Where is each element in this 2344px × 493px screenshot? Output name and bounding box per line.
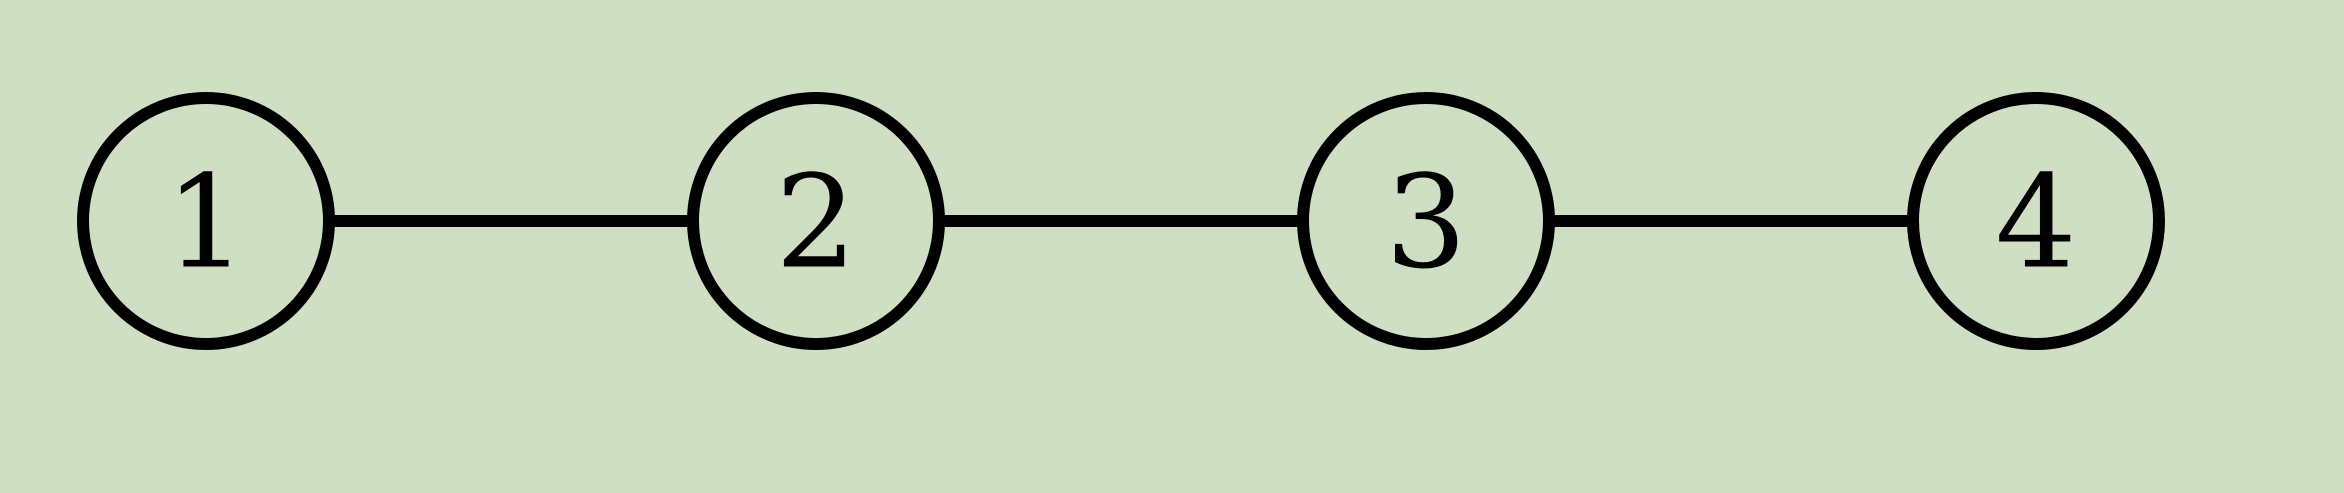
node-circle-1 — [77, 92, 335, 350]
node-1: 1 — [77, 92, 335, 350]
node-4: 4 — [1907, 92, 2165, 350]
node-circle-3 — [1297, 92, 1555, 350]
node-circle-2 — [687, 92, 945, 350]
node-circle-4 — [1907, 92, 2165, 350]
node-label-4: 4 — [1995, 149, 2076, 298]
nodes-group: 1 2 3 4 — [77, 92, 2165, 350]
node-2: 2 — [687, 92, 945, 350]
node-label-3: 3 — [1385, 149, 1466, 298]
node-3: 3 — [1297, 92, 1555, 350]
node-label-1: 1 — [165, 149, 246, 298]
node-label-2: 2 — [775, 149, 856, 298]
